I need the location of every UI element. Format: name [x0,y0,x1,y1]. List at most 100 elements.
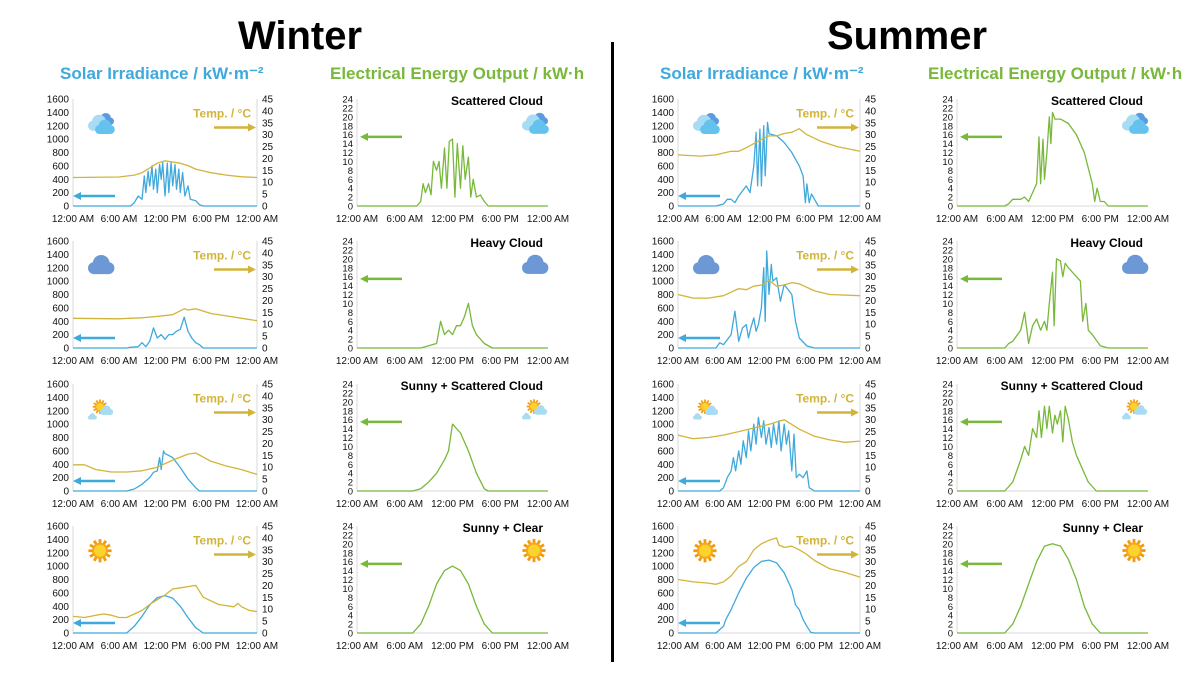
x-tick-label: 12:00 AM [236,356,278,367]
x-tick-label: 6:00 AM [705,641,742,652]
y-tick-label: 1400 [47,108,70,119]
y-tick-label: 1000 [47,562,70,573]
y-tick-label: 0 [63,629,69,640]
y2-tick-label: 20 [865,296,877,307]
y-tick-label: 2 [948,335,953,346]
x-tick-label: 6:00 AM [986,356,1023,367]
y2-tick-label: 40 [262,533,274,544]
y-tick-label: 8 [948,308,953,319]
y2-tick-label: 30 [865,130,877,141]
y2-tick-label: 20 [865,154,877,165]
y2-tick-label: 40 [865,106,877,117]
temperature-axis-arrow [817,408,859,417]
y2-tick-label: 5 [262,617,268,628]
x-tick-label: 12:00 AM [1127,356,1169,367]
y2-tick-label: 20 [262,154,274,165]
y-tick-label: 1400 [652,393,675,404]
y-tick-label: 8 [948,166,953,177]
y2-tick-label: 25 [865,284,877,295]
y2-tick-label: 30 [262,557,274,568]
energy-axis-arrow [360,417,402,426]
x-tick-label: 12:00 PM [431,214,474,225]
y2-tick-label: 0 [262,344,268,355]
temperature-label: Temp. / °C [193,533,251,547]
y2-tick-label: 40 [865,248,877,259]
summer-irradiance-title: Solar Irradiance / kW·m⁻² [660,64,864,83]
y-tick-label: 800 [657,148,674,159]
winter-energy-title: Electrical Energy Output / kW·h [330,64,585,83]
y2-tick-label: 45 [262,522,274,533]
y-tick-label: 6 [948,175,953,186]
energy-axis-arrow [960,559,1002,568]
scattered-cloud-icon [88,112,115,135]
x-tick-label: 12:00 AM [336,214,378,225]
x-tick-label: 12:00 PM [431,356,474,367]
sun-icon [522,538,546,563]
x-tick-label: 6:00 AM [386,214,423,225]
y2-tick-label: 15 [865,593,877,604]
y-tick-label: 6 [348,175,353,186]
x-tick-label: 6:00 PM [482,214,519,225]
y-tick-label: 1600 [652,522,675,533]
y-tick-label: 24 [942,522,953,533]
y-tick-label: 22 [942,388,953,399]
sun-icon [88,539,112,563]
x-tick-label: 6:00 PM [796,356,833,367]
temperature-axis-arrow [214,550,256,559]
y-tick-label: 600 [657,161,674,172]
y-tick-label: 10 [342,584,353,595]
y-tick-label: 14 [342,281,353,292]
y-tick-label: 10 [342,299,353,310]
y-tick-label: 1200 [652,263,675,274]
weather-condition-label: Sunny + Clear [463,521,544,535]
y2-tick-label: 35 [262,545,274,556]
sun-icon [693,539,717,563]
y-tick-label: 12 [942,575,953,586]
y-tick-label: 18 [342,548,353,559]
y2-tick-label: 45 [865,237,877,248]
x-tick-label: 12:00 PM [431,641,474,652]
y-tick-label: 16 [942,415,953,426]
energy-output-line [357,423,548,492]
y-tick-label: 14 [342,566,353,577]
x-tick-label: 12:00 AM [936,499,978,510]
y2-tick-label: 35 [262,118,274,129]
y-tick-label: 20 [942,539,953,550]
x-tick-label: 6:00 PM [482,641,519,652]
summer-energy-title: Electrical Energy Output / kW·h [928,64,1183,83]
x-tick-label: 6:00 PM [796,499,833,510]
y2-tick-label: 25 [262,284,274,295]
y-tick-label: 1400 [652,535,675,546]
y2-tick-label: 5 [865,190,871,201]
x-tick-label: 12:00 AM [527,214,569,225]
winter-heading: Winter [237,14,363,58]
y-tick-label: 0 [668,487,674,498]
winter-irradiance-title: Solar Irradiance / kW·m⁻² [60,64,264,83]
y-tick-label: 800 [657,290,674,301]
x-tick-label: 12:00 PM [748,356,791,367]
y-tick-label: 22 [942,530,953,541]
y-tick-label: 20 [942,254,953,265]
y-tick-label: 2 [948,193,953,204]
y-tick-label: 400 [52,460,69,471]
y-tick-label: 600 [657,588,674,599]
y-tick-label: 2 [348,478,353,489]
y-tick-label: 1200 [47,121,70,132]
y-tick-label: 600 [52,588,69,599]
irradiance-line [678,250,860,349]
y2-tick-label: 0 [865,629,871,640]
y-tick-label: 800 [657,433,674,444]
y2-tick-label: 25 [865,569,877,580]
y-tick-label: 0 [948,344,953,355]
irradiance-axis-arrow [73,618,115,627]
y-tick-label: 1400 [47,535,70,546]
y-tick-label: 4 [348,469,353,480]
y-tick-label: 2 [348,620,353,631]
y-tick-label: 1400 [652,108,675,119]
